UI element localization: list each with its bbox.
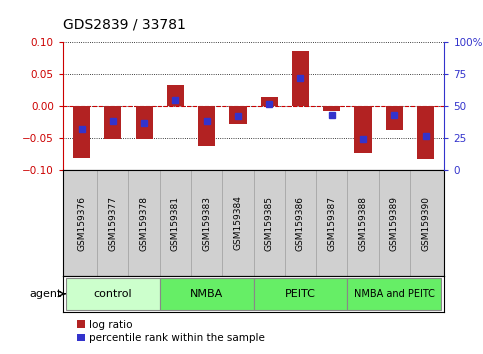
Text: GDS2839 / 33781: GDS2839 / 33781 (63, 18, 185, 32)
Bar (355, 106, 371, 153)
Bar (254, 278, 347, 310)
Text: GSM159377: GSM159377 (108, 195, 117, 251)
Text: GSM159388: GSM159388 (358, 195, 368, 251)
Text: GSM159385: GSM159385 (265, 195, 274, 251)
Bar (167, 85, 184, 106)
Text: GSM159376: GSM159376 (77, 195, 86, 251)
Text: agent: agent (30, 289, 62, 299)
Bar (386, 106, 403, 130)
Bar (73, 106, 90, 159)
Text: GSM159383: GSM159383 (202, 195, 211, 251)
Bar (347, 278, 441, 310)
Text: GSM159384: GSM159384 (233, 195, 242, 251)
Text: GSM159390: GSM159390 (421, 195, 430, 251)
Bar (160, 278, 254, 310)
Bar (104, 106, 121, 139)
Bar (136, 106, 153, 139)
Bar (66, 278, 160, 310)
Text: PEITC: PEITC (285, 289, 316, 299)
Bar (198, 106, 215, 146)
Text: control: control (94, 289, 132, 299)
Bar (417, 106, 434, 159)
Bar (229, 106, 246, 124)
Text: GSM159378: GSM159378 (140, 195, 149, 251)
Text: GSM159389: GSM159389 (390, 195, 399, 251)
Text: NMBA and PEITC: NMBA and PEITC (354, 289, 435, 299)
Bar (261, 97, 278, 106)
Text: NMBA: NMBA (190, 289, 223, 299)
Bar (323, 106, 341, 111)
Legend: log ratio, percentile rank within the sample: log ratio, percentile rank within the sa… (73, 315, 270, 347)
Bar (292, 51, 309, 106)
Text: GSM159381: GSM159381 (171, 195, 180, 251)
Text: GSM159387: GSM159387 (327, 195, 336, 251)
Text: GSM159386: GSM159386 (296, 195, 305, 251)
